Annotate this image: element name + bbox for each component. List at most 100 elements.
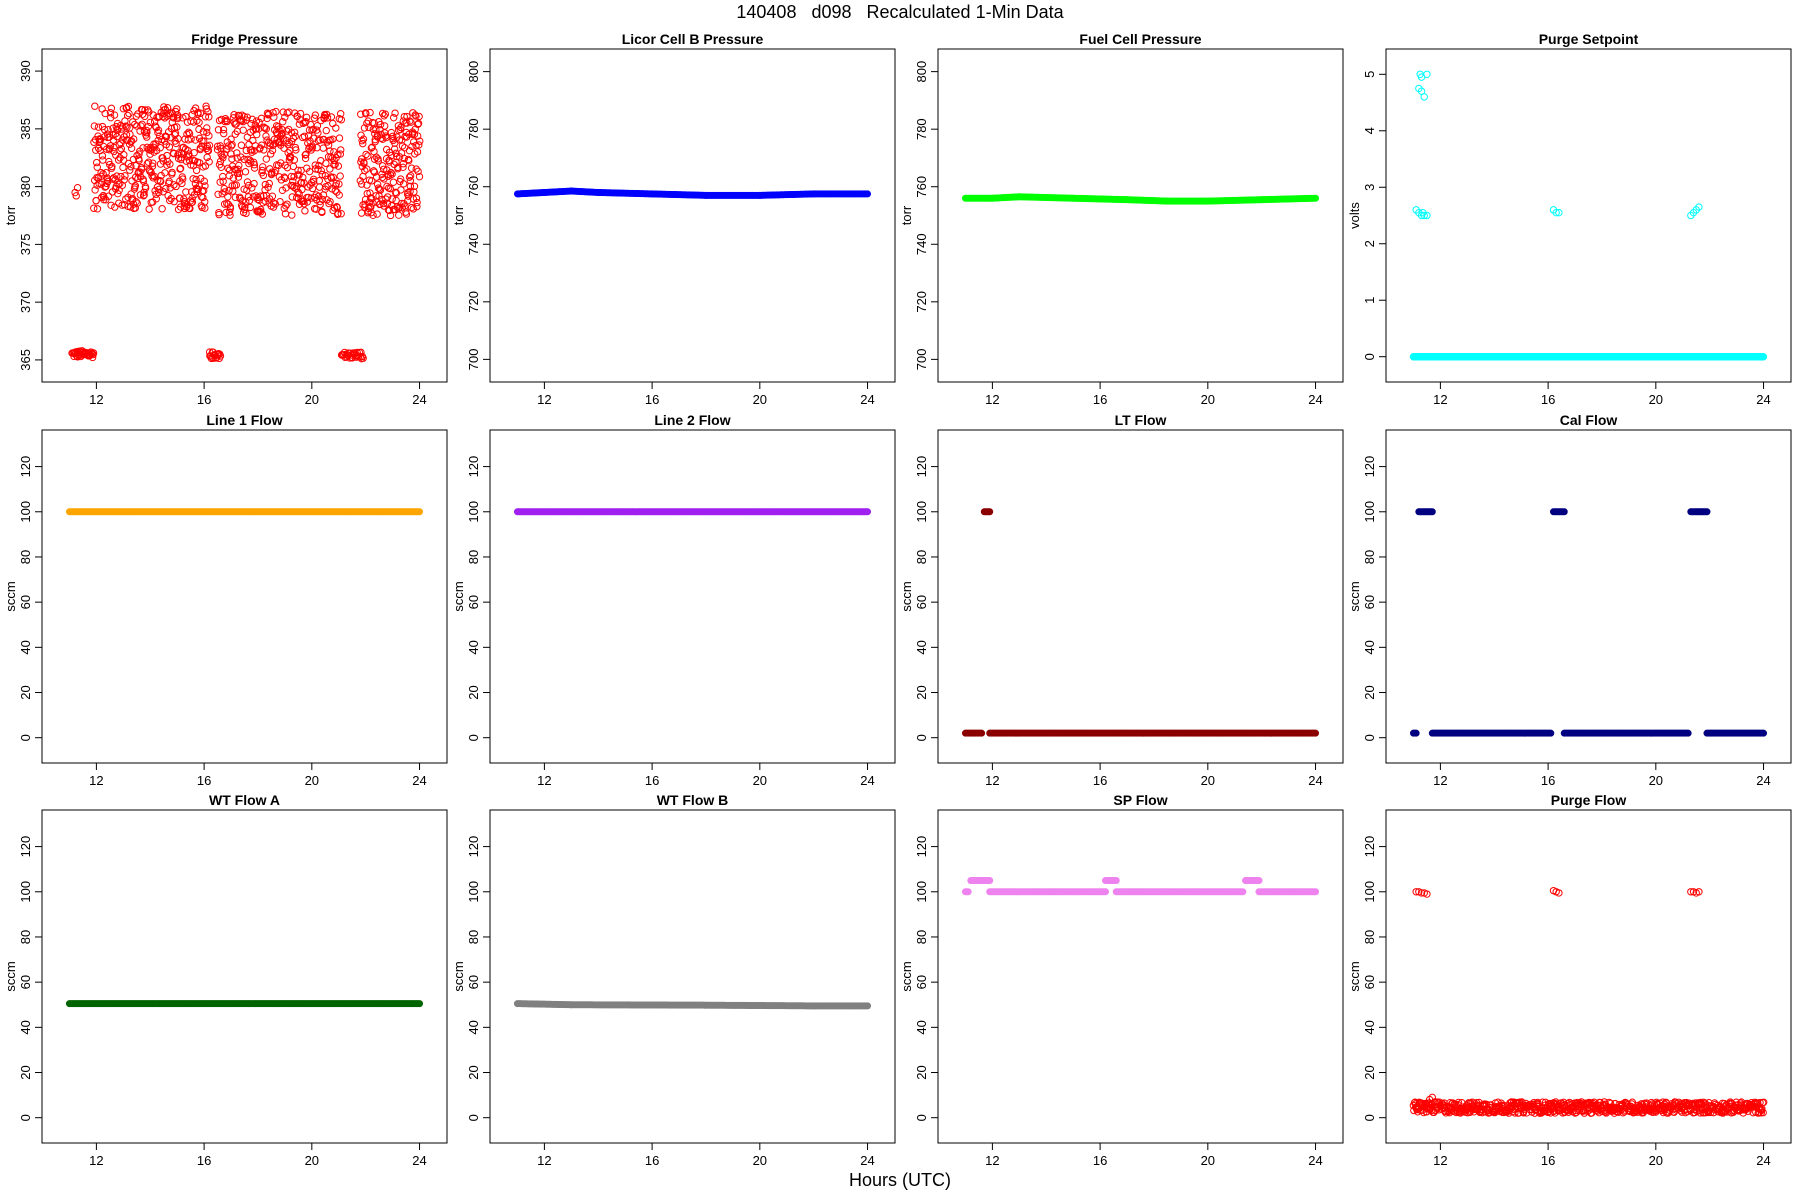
data-point (383, 193, 392, 201)
data-point (369, 199, 377, 207)
data-point (163, 161, 171, 169)
data-point (322, 159, 330, 167)
data-point (336, 150, 345, 158)
data-point (125, 109, 133, 118)
y-tick-label: 700 (914, 349, 929, 371)
data-point (1312, 194, 1320, 202)
data-point (256, 205, 265, 214)
data-point (248, 184, 256, 192)
data-point (113, 172, 121, 180)
x-tick-label: 24 (1308, 392, 1322, 407)
data-point (363, 165, 371, 173)
data-point (165, 143, 174, 151)
data-point (156, 144, 164, 152)
data-point (369, 167, 378, 175)
data-point (116, 121, 125, 130)
x-tick-label: 16 (645, 392, 659, 407)
data-point (119, 136, 127, 144)
data-point (132, 112, 141, 120)
data-point (233, 149, 241, 157)
data-point (313, 122, 322, 130)
data-point (160, 137, 169, 145)
data-point (281, 113, 289, 121)
data-point (395, 211, 403, 219)
data-point (170, 181, 178, 189)
data-point (116, 179, 124, 188)
data-point (250, 164, 259, 172)
data-point (106, 109, 115, 117)
data-point (406, 117, 414, 125)
data-point (91, 102, 99, 110)
y-tick-label: 740 (466, 233, 481, 255)
x-tick-label: 20 (753, 392, 767, 407)
panel-title: WT Flow B (657, 792, 729, 808)
data-point (101, 109, 109, 118)
y-axis-label: torr (451, 205, 466, 225)
y-tick-label: 0 (18, 1114, 33, 1121)
data-point (248, 115, 257, 124)
data-point (245, 196, 254, 205)
data-point (145, 108, 153, 116)
data-point (259, 171, 268, 180)
data-point (411, 111, 419, 119)
plot-frame (1385, 809, 1792, 1144)
data-point (389, 113, 398, 122)
data-point (236, 195, 244, 203)
x-tick-label: 12 (89, 392, 103, 407)
data-point (299, 173, 307, 182)
data-point (405, 130, 413, 139)
data-point (73, 184, 82, 192)
data-point (131, 182, 140, 190)
x-tick-label: 12 (537, 392, 551, 407)
data-point (270, 168, 279, 177)
data-point (119, 156, 128, 164)
y-axis-label: sccm (1347, 581, 1362, 611)
y-tick-label: 0 (466, 734, 481, 741)
data-point (96, 135, 104, 143)
data-point (119, 163, 127, 172)
data-point (283, 127, 291, 135)
y-tick-label: 3 (1362, 184, 1377, 191)
data-point (373, 180, 382, 189)
data-point (257, 114, 266, 122)
y-tick-label: 5 (1362, 71, 1377, 78)
data-point (283, 200, 291, 208)
data-point (1560, 508, 1568, 516)
data-point (310, 114, 319, 122)
data-point (120, 151, 128, 159)
data-point (181, 204, 189, 213)
data-point (239, 117, 247, 126)
data-point (300, 132, 309, 141)
data-point (316, 136, 324, 144)
y-tick-label: 365 (18, 349, 33, 371)
data-point (358, 136, 366, 145)
y-tick-label: 120 (1362, 836, 1377, 858)
y-axis-label: torr (899, 205, 914, 225)
data-point (176, 164, 185, 173)
x-tick-label: 24 (860, 1153, 874, 1168)
data-point (204, 147, 213, 155)
data-point (122, 122, 130, 130)
y-tick-label: 20 (466, 1065, 481, 1079)
panel-title: Line 2 Flow (654, 412, 730, 428)
y-tick-label: 40 (1362, 640, 1377, 654)
data-point (332, 124, 340, 132)
y-tick-label: 0 (914, 734, 929, 741)
panel-title: Fuel Cell Pressure (1079, 31, 1201, 47)
data-point (357, 131, 365, 139)
panel-title: LT Flow (1115, 412, 1167, 428)
x-tick-label: 24 (1756, 1153, 1770, 1168)
data-point (255, 118, 263, 126)
data-point (405, 173, 414, 181)
plot-frame (937, 48, 1344, 383)
data-point (365, 123, 373, 132)
data-point (387, 151, 396, 160)
plot-frame (1385, 48, 1792, 383)
data-point (115, 141, 124, 149)
y-tick-label: 4 (1362, 127, 1377, 134)
data-point (141, 184, 150, 192)
data-point (308, 142, 316, 150)
